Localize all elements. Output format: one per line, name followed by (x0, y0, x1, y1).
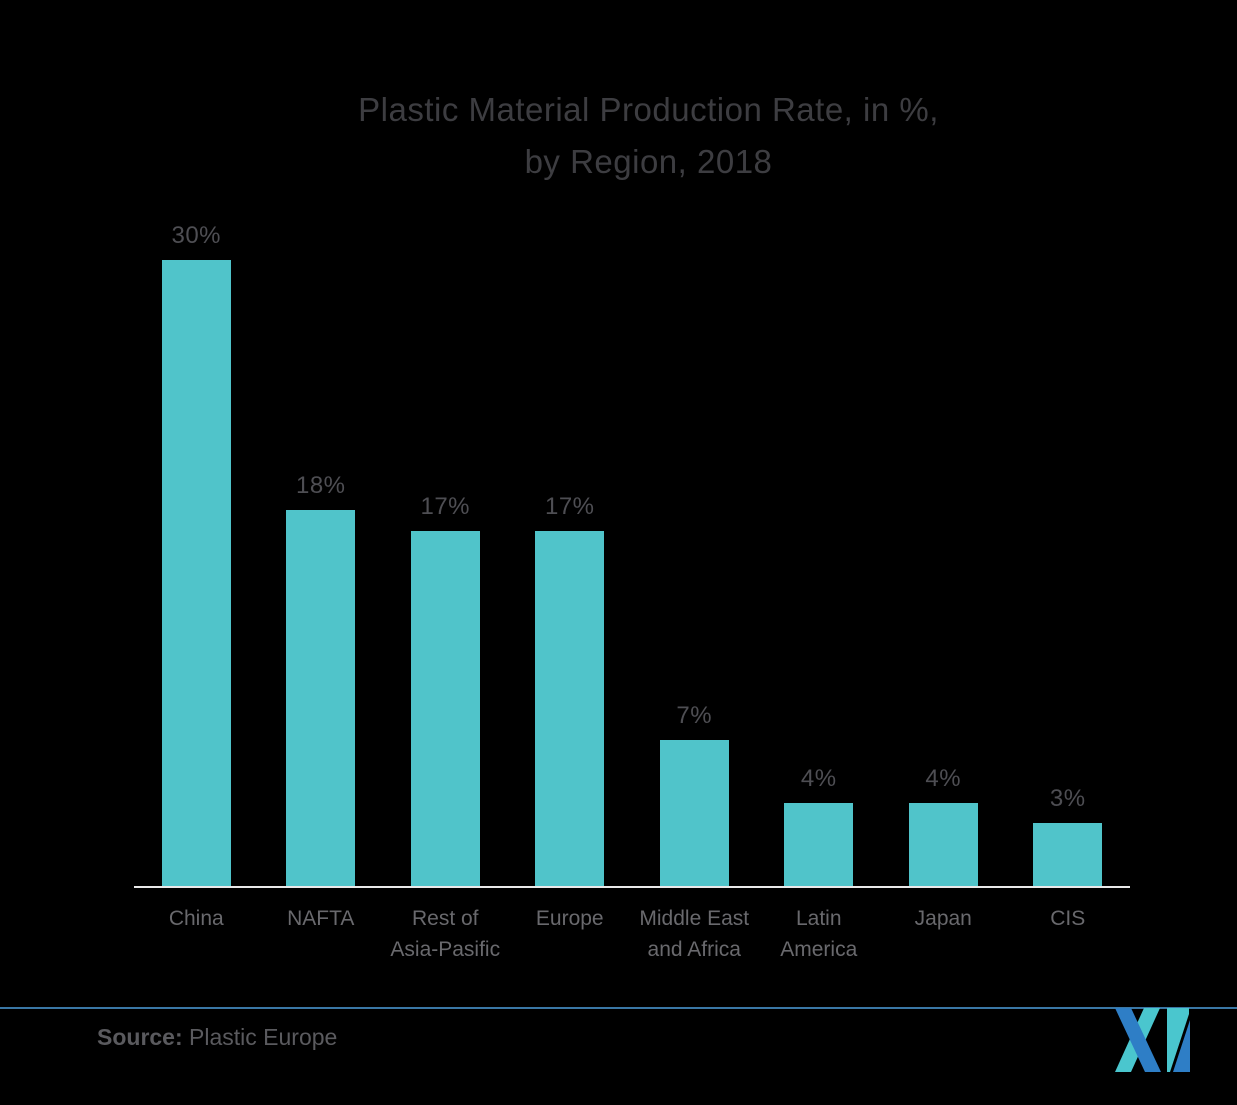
source-line: Source: Plastic Europe (97, 1024, 337, 1051)
category-label-europe: Europe (535, 907, 604, 930)
bar-value-label-rest-of-asia-pasific: 17% (420, 493, 471, 520)
bar-group-china: 30% (134, 222, 259, 886)
bar-group-middle-east-and-africa: 7% (632, 702, 757, 886)
bar-latin-america (784, 803, 854, 886)
footer-divider-line (0, 1007, 1237, 1009)
source-label: Source: (97, 1024, 183, 1050)
bar-cis (1033, 823, 1103, 886)
category-label-nafta: NAFTA (287, 907, 355, 930)
bar-value-label-latin-america: 4% (800, 765, 837, 792)
bar-china (161, 260, 231, 886)
bar-middle-east-and-africa (659, 740, 729, 886)
category-label-middle-east-and-africa: Middle East and Africa (639, 907, 750, 961)
bar-group-latin-america: 4% (757, 765, 882, 886)
bar-value-label-cis: 3% (1049, 785, 1086, 812)
category-label-rest-of-asia-pasific: Rest of Asia-Pasific (390, 907, 501, 961)
category-label-china: China (168, 907, 224, 930)
source-text: Plastic Europe (182, 1024, 338, 1050)
bar-group-cis: 3% (1006, 785, 1131, 886)
bar-value-label-nafta: 18% (295, 472, 346, 499)
bar-value-label-middle-east-and-africa: 7% (676, 702, 713, 729)
category-labels-row: China NAFTA Rest of Asia-Pasific Europe Midd… (134, 903, 1130, 965)
bars-area: 30% 18% 17% 17% 7% 4% 4% 3% (134, 220, 1130, 886)
bar-europe (535, 531, 605, 886)
bar-group-rest-of-asia-pasific: 17% (383, 493, 508, 886)
logo-i-blue (1173, 1020, 1190, 1072)
category-label-japan: Japan (914, 907, 972, 930)
bar-group-japan: 4% (881, 765, 1006, 886)
bar-nafta (286, 510, 356, 886)
bar-value-label-china: 30% (171, 222, 222, 249)
bar-value-label-japan: 4% (925, 765, 962, 792)
category-label-latin-america: Latin America (780, 907, 858, 961)
category-label-cis: CIS (1050, 907, 1086, 930)
bar-group-europe: 17% (508, 493, 633, 886)
bar-rest-of-asia-pasific (410, 531, 480, 886)
logo-i-teal (1167, 1008, 1189, 1072)
bar-value-label-europe: 17% (544, 493, 595, 520)
x-axis-line (134, 886, 1130, 888)
logo-m-blue-stroke (1115, 1008, 1161, 1072)
bar-group-nafta: 18% (259, 472, 384, 886)
mordor-intelligence-logo (1115, 1008, 1190, 1072)
bar-japan (908, 803, 978, 886)
chart-title: Plastic Material Production Rate, in %, … (358, 91, 939, 180)
